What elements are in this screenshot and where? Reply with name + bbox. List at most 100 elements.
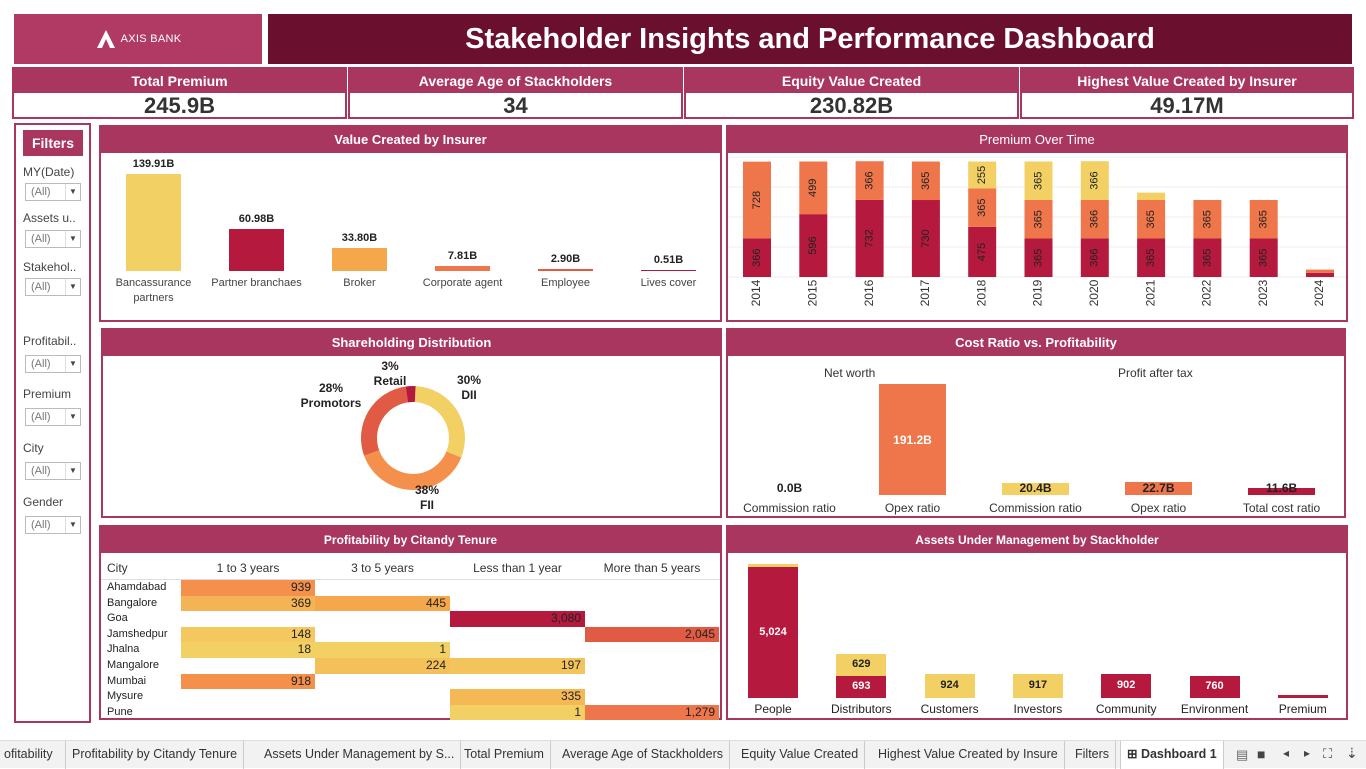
previous-sheet-icon[interactable]: ◂ [1283,746,1290,760]
data-label: 730 [920,229,932,247]
bar-segment [799,214,828,277]
pie-slice [414,386,465,458]
filter-city-select[interactable]: (All) ▼ [25,462,81,480]
table-cell: 939 [181,580,315,596]
data-label: 365 [1258,210,1270,228]
bar-segment [968,188,997,227]
panel-title: Value Created by Insurer [101,127,720,153]
scroll-down-icon[interactable]: ⇣ [1346,745,1358,761]
filter-date-select[interactable]: (All) ▼ [25,183,81,201]
data-label: 11.6B [1265,481,1298,495]
kpi-label: Average Age of Stackholders [350,69,681,93]
kpi-value: 230.82B [809,93,894,118]
filter-label: Assets u.. [23,211,76,225]
bar-segment [1012,674,1063,698]
kpi-label: Equity Value Created [686,69,1017,93]
shareholding-panel: Shareholding Distribution 30% DII 38% FII 28… [101,328,722,518]
bar-segment [1080,161,1109,200]
x-tick-label: 2017 [918,279,932,306]
city-label: Jamshedpur [107,627,168,640]
column-header: Less than 1 year [473,561,562,575]
header-divider [101,579,720,580]
cost-ratio-chart: Net worth Profit after tax 0.0B Commissio… [728,356,1344,516]
column-header: City [107,561,128,575]
category-label: Customers [920,702,979,716]
filter-label: MY(Date) [23,165,75,179]
filter-value: (All) [31,358,51,370]
bar-segment [1137,238,1166,277]
tab-filters[interactable]: Filters [1069,741,1117,769]
bar-segment [836,654,887,676]
bar-segment [911,200,940,277]
bar-2 [1002,483,1069,495]
data-label: 22.7B [1142,481,1175,495]
kpi-value: 34 [503,93,528,118]
fullscreen-icon[interactable]: ⛶ [1323,746,1333,761]
bar-segment [743,161,771,239]
data-label: 499 [807,179,819,197]
table-cell: 918 [181,673,315,690]
filter-label: Stakehol.. [23,260,77,274]
data-label: 365 [1145,249,1157,267]
axis-logo-icon [96,30,115,48]
filter-value: (All) [31,186,51,198]
category-label: Community [1095,702,1157,716]
data-label: 20.4B [1019,481,1052,495]
grid-view-icon[interactable]: ■ [1257,746,1266,762]
category-label: Total cost ratio [1242,501,1321,515]
tab-equity-value[interactable]: Equity Value Created [735,741,866,769]
next-sheet-icon[interactable]: ▸ [1304,746,1311,760]
shareholding-chart: 30% DII 38% FII 28% Promotors 3% Retail [301,359,482,512]
bar-segment [855,161,884,200]
category-label: Corporate agent [422,277,503,289]
cost-ratio-panel: Cost Ratio vs. Profitability Net worth P… [726,328,1346,518]
data-label: 5,024 [759,625,787,638]
dashboard-icon: ⊞ [1127,747,1141,761]
table-cell: 445 [315,595,450,612]
chevron-down-icon: ▼ [65,517,80,533]
data-label: 7.81B [447,249,478,262]
data-label: 60.98B [238,212,275,225]
chevron-down-icon: ▼ [65,463,80,479]
bar-2 [332,247,387,271]
bar-segment [1137,200,1166,239]
aum-panel: Assets Under Management by Stackholder 5… [726,525,1348,720]
data-label: 365 [1201,210,1213,228]
tab-dashboard-1[interactable]: ⊞ Dashboard 1 [1120,741,1224,769]
bar-segment [1137,192,1166,201]
data-label: 629 [852,658,871,670]
data-label: 365 [1032,249,1044,267]
category-label: Investors [1013,702,1063,716]
x-tick-label: 2014 [749,279,763,306]
city-label: Bangalore [107,596,158,609]
tab-profitability[interactable]: ofitability [0,741,66,769]
filter-stakeholder-select[interactable]: (All) ▼ [25,278,81,296]
table-cell: 1 [315,642,450,658]
data-label: 596 [807,236,819,254]
filter-profitability-select[interactable]: (All) ▼ [25,355,81,373]
table-cell: 369 [181,595,315,612]
kpi-equity-value: Equity Value Created 230.82B [684,67,1019,119]
bar-segment [836,676,887,698]
filter-gender-select[interactable]: (All) ▼ [25,516,81,534]
kpi-total-premium: Total Premium 245.9B [12,67,347,119]
x-tick-label: 2023 [1256,279,1270,306]
kpi-value: 245.9B [144,93,215,118]
tab-profitability-tenure[interactable]: Profitability by Citandy Tenure [66,741,245,769]
filter-assets-select[interactable]: (All) ▼ [25,230,81,248]
tab-average-age[interactable]: Average Age of Stackholders [556,741,730,769]
bar-segment [1080,199,1109,239]
premium-time-panel: Premium Over Time 366 728 2014 596 499 2015 73… [726,125,1348,322]
table-cell: 148 [181,626,315,643]
filter-premium-select[interactable]: (All) ▼ [25,408,81,426]
tab-assets[interactable]: Assets Under Management by S... [258,741,462,769]
data-label: 0.51B [653,254,684,266]
bar-segment [1101,674,1152,698]
filter-label: City [23,441,44,455]
tab-total-premium[interactable]: Total Premium [458,741,551,769]
group-label: Profit after tax [1118,366,1193,380]
show-tabs-icon[interactable]: ▤ [1236,747,1249,762]
bar-segment [1277,695,1328,698]
slice-label: 28% Promotors [301,381,362,410]
tab-highest-value[interactable]: Highest Value Created by Insure [872,741,1065,769]
